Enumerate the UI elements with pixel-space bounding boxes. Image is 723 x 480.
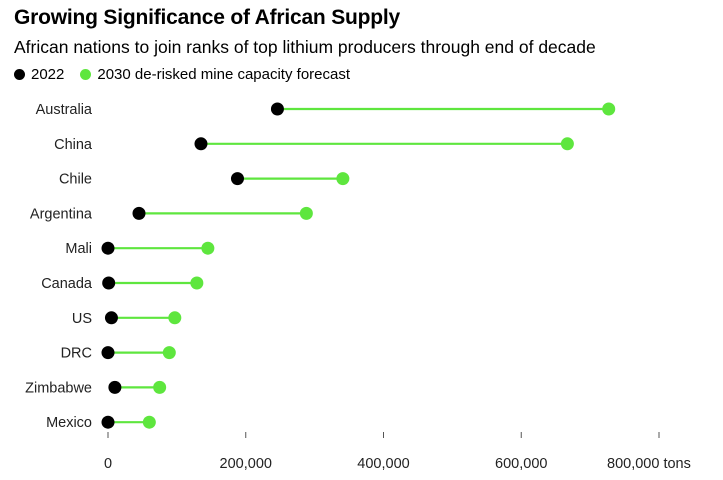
point-2022 <box>270 102 284 116</box>
point-2022 <box>104 311 118 325</box>
legend-item-2030: 2030 de-risked mine capacity forecast <box>80 66 350 83</box>
category-label: Argentina <box>30 206 93 222</box>
legend-swatch-2030 <box>80 69 92 80</box>
category-label: Canada <box>41 276 93 292</box>
chart-subtitle: African nations to join ranks of top lit… <box>14 37 596 57</box>
category-label: US <box>72 311 92 327</box>
point-2022 <box>230 172 244 186</box>
category-label: DRC <box>61 346 92 362</box>
x-tick-label: 0 <box>104 456 112 472</box>
point-2022 <box>101 346 115 360</box>
point-2030 <box>168 311 182 325</box>
category-label: Zimbabwe <box>25 380 92 396</box>
point-2022 <box>101 241 115 255</box>
point-2030 <box>336 172 350 186</box>
legend-label-2022: 2022 <box>31 66 65 83</box>
category-label: Australia <box>36 102 93 118</box>
x-tick-label: 800,000 tons <box>607 456 691 472</box>
chart-title: Growing Significance of African Supply <box>14 6 400 29</box>
point-2030 <box>602 102 616 116</box>
point-2022 <box>102 276 116 290</box>
point-2030 <box>190 276 204 290</box>
point-2030 <box>560 137 574 151</box>
legend-label-2030: 2030 de-risked mine capacity forecast <box>97 66 351 83</box>
x-tick-label: 600,000 <box>495 456 547 472</box>
point-2030 <box>162 346 176 360</box>
point-2022 <box>101 415 115 429</box>
point-2030 <box>153 380 167 394</box>
legend: 2022 2030 de-risked mine capacity foreca… <box>14 66 366 83</box>
category-label: Mali <box>65 241 92 257</box>
category-label: Mexico <box>46 415 92 431</box>
point-2030 <box>299 206 313 220</box>
x-tick-label: 400,000 <box>357 456 409 472</box>
point-2022 <box>194 137 208 151</box>
point-2022 <box>108 380 122 394</box>
point-2030 <box>142 415 156 429</box>
point-2022 <box>132 206 146 220</box>
legend-item-2022: 2022 <box>14 66 64 83</box>
category-label: Chile <box>59 172 92 188</box>
category-label: China <box>54 137 93 153</box>
point-2030 <box>201 241 215 255</box>
x-tick-label: 200,000 <box>220 456 272 472</box>
legend-swatch-2022 <box>14 69 25 80</box>
